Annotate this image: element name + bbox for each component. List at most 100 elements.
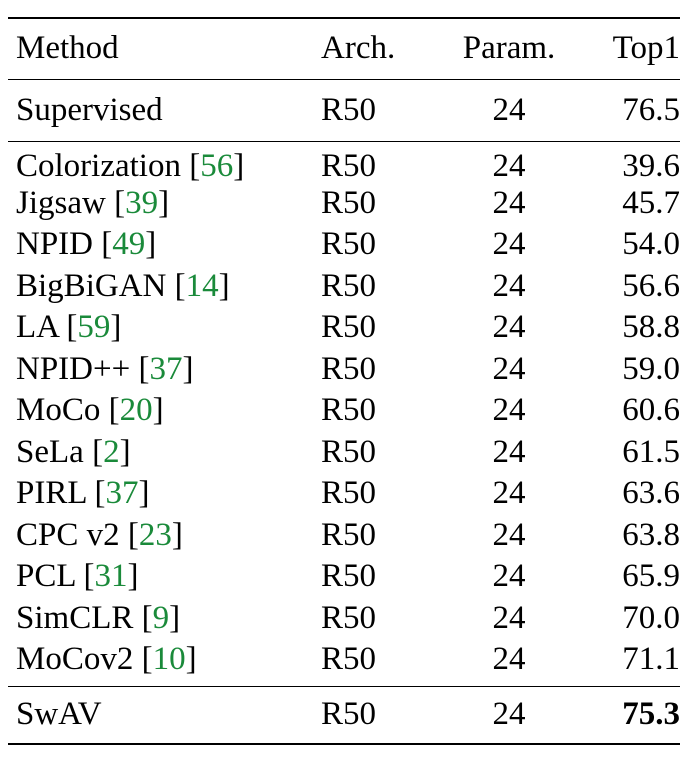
cell-top1: 65.9 [622,558,680,595]
method-name: Jigsaw [16,184,106,221]
table-row: Colorization [56] R50 24 39.6 [8,141,680,183]
cell-top1: 71.1 [622,640,680,677]
header-top1: Top1 [612,30,680,67]
cell-top1: 54.0 [622,226,680,263]
cell-method: MoCov2 [10] [16,640,197,677]
cell-param: 24 [492,350,526,387]
cell-arch: R50 [321,184,377,221]
citation-link[interactable]: 37 [149,350,183,387]
cell-top1: 45.7 [622,184,680,221]
citation-link[interactable]: 10 [152,640,186,677]
method-name: BigBiGAN [16,267,167,304]
cell-arch: R50 [321,91,377,128]
table-row: SeLa [2] R50 24 61.5 [8,432,680,474]
cell-param: 24 [492,516,526,553]
cell-method: SwAV [16,696,102,733]
cell-arch: R50 [321,309,377,346]
cell-top1: 59.0 [622,350,680,387]
table-row: PCL [31] R50 24 65.9 [8,556,680,598]
citation-link[interactable]: 39 [125,184,159,221]
cell-arch: R50 [321,696,377,733]
cell-param: 24 [492,475,526,512]
citation-link[interactable]: 49 [112,226,146,263]
cell-param: 24 [492,696,526,733]
citation-link[interactable]: 20 [119,392,153,429]
table-row: MoCo [20] R50 24 60.6 [8,390,680,432]
citation-link[interactable]: 14 [185,267,219,304]
cell-arch: R50 [321,350,377,387]
cell-method: CPC v2 [23] [16,516,183,553]
citation-link[interactable]: 37 [105,475,139,512]
method-name: PIRL [16,475,87,512]
cell-top1: 70.0 [622,599,680,636]
header-arch: Arch. [321,30,396,67]
cell-param: 24 [492,640,526,677]
cell-arch: R50 [321,267,377,304]
cell-top1: 63.8 [622,516,680,553]
cell-method: LA [59] [16,309,122,346]
table-row: PIRL [37] R50 24 63.6 [8,473,680,515]
cell-top1: 56.6 [622,267,680,304]
citation-link[interactable]: 56 [200,147,234,184]
cell-method: MoCo [20] [16,392,164,429]
method-name: LA [16,309,59,346]
cell-param: 24 [492,558,526,595]
cell-arch: R50 [321,516,377,553]
method-name: Colorization [16,147,181,184]
cell-arch: R50 [321,599,377,636]
cell-arch: R50 [321,392,377,429]
table-header-row: Method Arch. Param. Top1 [8,18,680,79]
table-row: SimCLR [9] R50 24 70.0 [8,598,680,640]
method-name: CPC v2 [16,516,120,553]
self-supervised-rows: Colorization [56] R50 24 39.6 Jigsaw [39] R50… [8,141,680,686]
cell-method: SimCLR [9] [16,599,181,636]
cell-method: SeLa [2] [16,433,131,470]
method-name: PCL [16,558,76,595]
results-table: Method Arch. Param. Top1 Supervised R50 … [8,17,680,745]
method-name: NPID++ [16,350,131,387]
method-name: SeLa [16,433,84,470]
cell-param: 24 [492,309,526,346]
cell-param: 24 [492,226,526,263]
cell-arch: R50 [321,433,377,470]
table-row-supervised: Supervised R50 24 76.5 [8,79,680,141]
cell-top1: 63.6 [622,475,680,512]
cell-top1-best: 75.3 [622,696,680,733]
cell-param: 24 [492,392,526,429]
cell-method: Supervised [16,91,163,128]
cell-param: 24 [492,147,526,184]
cell-arch: R50 [321,147,377,184]
table-row: BigBiGAN [14] R50 24 56.6 [8,266,680,308]
header-param: Param. [462,30,556,67]
citation-link[interactable]: 59 [77,309,111,346]
cell-param: 24 [492,599,526,636]
table-row: CPC v2 [23] R50 24 63.8 [8,515,680,557]
cell-top1: 76.5 [622,91,680,128]
method-name: NPID [16,226,94,263]
table-row-ours: SwAV R50 24 75.3 [8,686,680,744]
table-row: NPID [49] R50 24 54.0 [8,224,680,266]
table-row: MoCov2 [10] R50 24 71.1 [8,639,680,686]
cell-top1: 60.6 [622,392,680,429]
citation-link[interactable]: 31 [94,558,128,595]
citation-link[interactable]: 2 [103,433,120,470]
citation-link[interactable]: 23 [138,516,172,553]
cell-method: Jigsaw [39] [16,184,170,221]
cell-method: NPID [49] [16,226,157,263]
cell-top1: 58.8 [622,309,680,346]
citation-link[interactable]: 9 [152,599,170,636]
cell-arch: R50 [321,640,377,677]
cell-param: 24 [492,91,526,128]
cell-method: Colorization [56] [16,147,245,184]
table-row: LA [59] R50 24 58.8 [8,307,680,349]
method-name: MoCov2 [16,640,134,677]
table-row: NPID++ [37] R50 24 59.0 [8,349,680,391]
cell-method: PIRL [37] [16,475,150,512]
cell-method: NPID++ [37] [16,350,194,387]
cell-arch: R50 [321,226,377,263]
cell-top1: 39.6 [622,147,680,184]
cell-param: 24 [492,184,526,221]
cell-param: 24 [492,433,526,470]
cell-top1: 61.5 [622,433,680,470]
